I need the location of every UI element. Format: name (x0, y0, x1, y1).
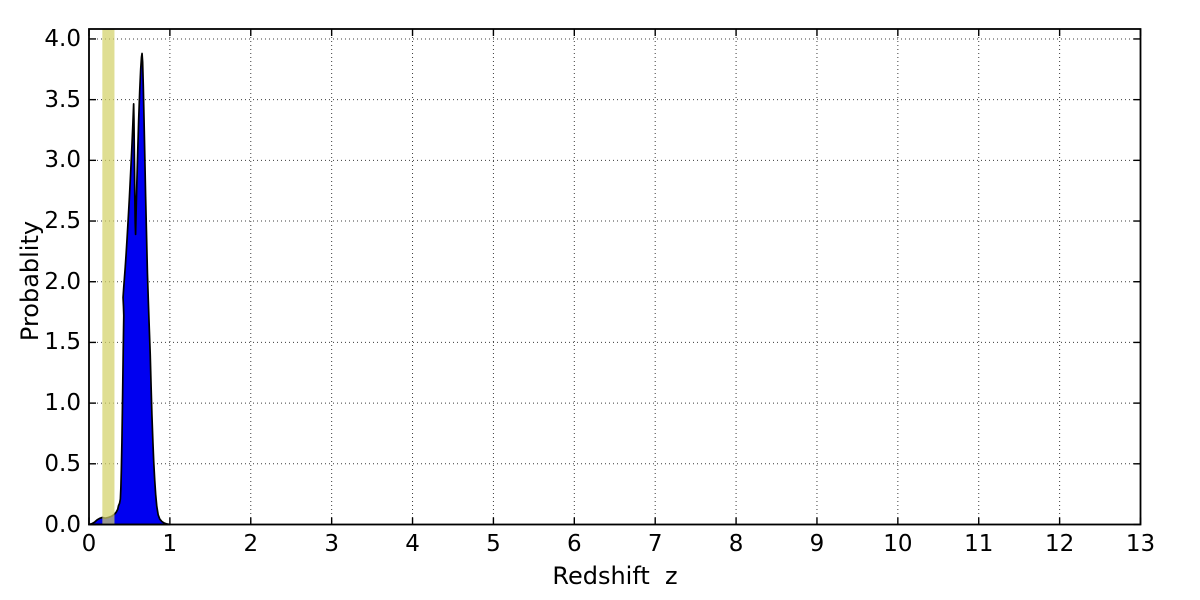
x-tick-label: 3 (324, 531, 339, 557)
probability-curve (88, 52, 171, 526)
y-tick-label: 0.0 (44, 511, 81, 538)
reference-redshift-band (102, 29, 115, 525)
x-tick-label: 12 (1044, 531, 1075, 557)
x-tick-label: 9 (809, 531, 825, 557)
y-tick-label: 2.5 (44, 208, 81, 235)
x-tick-label: 2 (243, 531, 259, 557)
x-tick-label: 8 (728, 531, 744, 557)
x-tick-label: 1 (162, 531, 178, 557)
y-axis-label: Probablity (16, 220, 44, 342)
plot-area (89, 29, 1141, 525)
y-tick-label: 3.0 (44, 147, 81, 174)
y-tick-label: 2.0 (44, 268, 81, 295)
plot-border (88, 28, 1142, 526)
x-tick-label: 11 (964, 531, 994, 557)
y-tick-label: 3.5 (44, 86, 81, 113)
x-tick-label: 7 (647, 531, 663, 557)
x-axis-label: Redshift z (552, 562, 678, 590)
y-tick-label: 4.0 (44, 25, 81, 52)
y-tick-label: 1.0 (44, 390, 81, 417)
x-tick-label: 10 (883, 531, 913, 557)
x-tick-label: 13 (1125, 531, 1156, 557)
x-tick-label: 5 (486, 531, 501, 557)
x-tick-label: 6 (566, 531, 582, 557)
y-tick-label: 0.5 (44, 450, 81, 477)
x-tick-label: 0 (81, 531, 97, 557)
x-tick-label: 4 (405, 531, 420, 557)
y-tick-label: 1.5 (44, 329, 81, 356)
